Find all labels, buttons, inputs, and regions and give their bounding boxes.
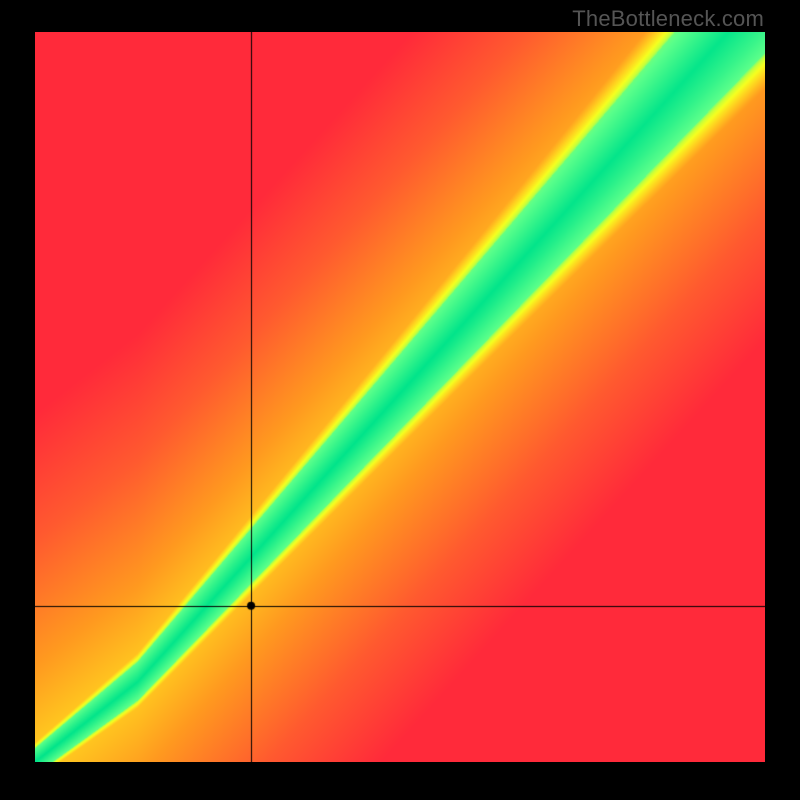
watermark-text: TheBottleneck.com xyxy=(572,6,764,32)
chart-container: { "canvas": { "total_size": 800, "plot":… xyxy=(0,0,800,800)
bottleneck-heatmap xyxy=(35,32,765,762)
